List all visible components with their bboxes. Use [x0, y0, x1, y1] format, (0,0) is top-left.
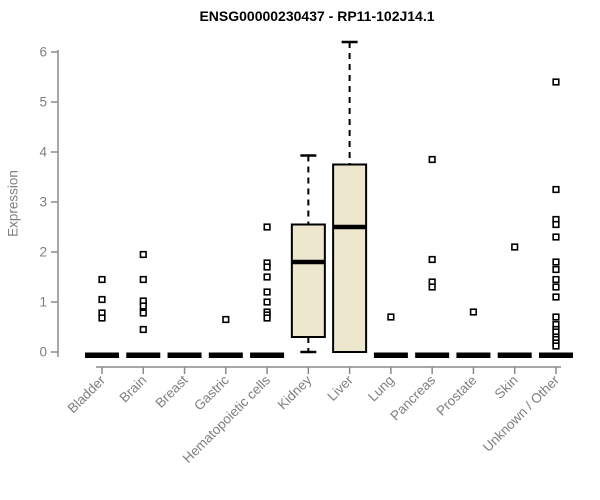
y-axis-label: Expression [5, 170, 21, 237]
outlier-point-gastric [222, 315, 230, 324]
collapsed-box-gastric [208, 352, 243, 358]
chart-title: ENSG00000230437 - RP11-102J14.1 [199, 8, 435, 24]
x-tick-label-kidney: Kidney [275, 372, 315, 412]
y-tick-label-5: 5 [39, 95, 47, 110]
x-tick-label-lung: Lung [365, 373, 397, 405]
x-tick-label-gastric: Gastric [191, 372, 232, 413]
y-tick-label-6: 6 [39, 45, 47, 60]
outlier-point-skin [511, 243, 519, 251]
outlier-point-hematopoietic-cells [263, 263, 271, 271]
outlier-point-unknown-other [552, 313, 560, 321]
outlier-point-brain [139, 250, 147, 259]
x-tick-label-breast: Breast [152, 372, 190, 410]
y-tick-label-1: 1 [39, 295, 47, 310]
box-liver [332, 163, 368, 353]
outlier-point-brain [139, 309, 147, 317]
outlier-point-unknown-other [552, 283, 560, 291]
x-tick-label-unknown-other: Unknown / Other [480, 372, 563, 455]
outlier-point-hematopoietic-cells [263, 273, 271, 281]
outlier-point-unknown-other [552, 265, 560, 274]
outlier-point-unknown-other [552, 258, 560, 266]
outlier-point-unknown-other [552, 233, 560, 241]
outlier-point-unknown-other [552, 220, 560, 229]
y-tick-label-2: 2 [39, 245, 47, 260]
collapsed-box-bladder [85, 352, 119, 358]
outlier-point-pancreas [428, 283, 436, 291]
x-tick-label-pancreas: Pancreas [387, 372, 438, 423]
outlier-point-brain [139, 325, 147, 334]
outlier-point-hematopoietic-cells [263, 223, 271, 231]
outlier-point-unknown-other [552, 342, 560, 350]
outlier-point-brain [139, 275, 147, 284]
outlier-point-prostate [469, 308, 478, 316]
box-kidney [290, 223, 326, 338]
x-tick-label-prostate: Prostate [433, 373, 479, 419]
y-tick-label-4: 4 [39, 145, 47, 160]
outlier-point-unknown-other [552, 275, 560, 284]
outlier-point-brain [139, 302, 147, 310]
x-tick-label-bladder: Bladder [65, 372, 109, 416]
collapsed-box-brain [126, 352, 161, 358]
outlier-point-pancreas [428, 155, 436, 164]
y-tick-label-0: 0 [39, 345, 47, 360]
collapsed-box-lung [373, 352, 408, 358]
x-tick-label-skin: Skin [492, 373, 521, 402]
outlier-point-pancreas [428, 255, 436, 264]
collapsed-box-pancreas [415, 352, 450, 358]
y-tick-label-3: 3 [39, 195, 47, 210]
collapsed-box-prostate [456, 352, 491, 358]
outlier-point-bladder [98, 295, 106, 304]
outlier-point-unknown-other [552, 78, 560, 86]
outlier-point-unknown-other [552, 293, 560, 301]
outlier-point-hematopoietic-cells [263, 288, 271, 296]
outlier-point-hematopoietic-cells [263, 314, 271, 322]
outlier-point-unknown-other [552, 185, 560, 194]
x-tick-label-liver: Liver [324, 372, 356, 404]
outlier-point-hematopoietic-cells [263, 298, 271, 306]
collapsed-box-hematopoietic-cells [250, 352, 285, 358]
x-tick-label-brain: Brain [116, 373, 149, 406]
collapsed-box-skin [497, 352, 532, 358]
collapsed-box-breast [167, 352, 202, 358]
collapsed-box-unknown-other [538, 352, 573, 358]
outlier-point-bladder [98, 275, 106, 284]
outlier-point-bladder [98, 314, 106, 322]
outlier-point-lung [387, 313, 395, 321]
